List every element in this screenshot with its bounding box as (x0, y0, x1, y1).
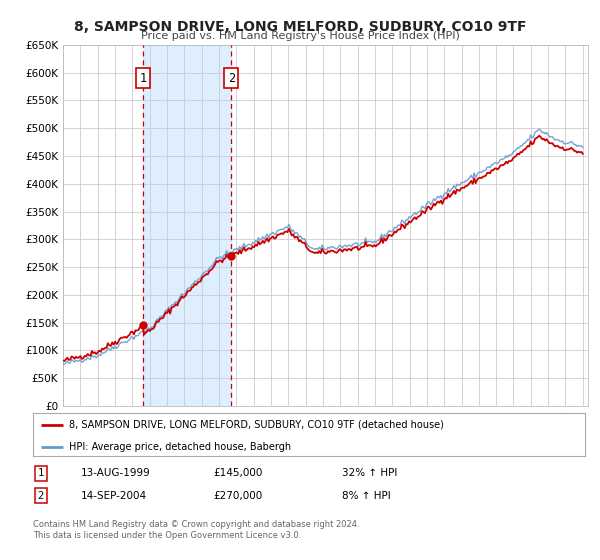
Text: 8, SAMPSON DRIVE, LONG MELFORD, SUDBURY, CO10 9TF (detached house): 8, SAMPSON DRIVE, LONG MELFORD, SUDBURY,… (69, 420, 444, 430)
Bar (143, 45, 231, 406)
Text: £270,000: £270,000 (213, 491, 262, 501)
Text: 32% ↑ HPI: 32% ↑ HPI (342, 468, 397, 478)
Text: Price paid vs. HM Land Registry's House Price Index (HPI): Price paid vs. HM Land Registry's House … (140, 31, 460, 41)
Text: Contains HM Land Registry data © Crown copyright and database right 2024.: Contains HM Land Registry data © Crown c… (33, 520, 359, 529)
Text: 2: 2 (38, 491, 44, 501)
Text: 8% ↑ HPI: 8% ↑ HPI (342, 491, 391, 501)
Text: 2: 2 (227, 72, 235, 85)
Text: 13-AUG-1999: 13-AUG-1999 (81, 468, 151, 478)
Text: 1: 1 (139, 72, 146, 85)
Text: 14-SEP-2004: 14-SEP-2004 (81, 491, 147, 501)
Text: HPI: Average price, detached house, Babergh: HPI: Average price, detached house, Babe… (69, 442, 291, 452)
Text: This data is licensed under the Open Government Licence v3.0.: This data is licensed under the Open Gov… (33, 531, 301, 540)
Text: 8, SAMPSON DRIVE, LONG MELFORD, SUDBURY, CO10 9TF: 8, SAMPSON DRIVE, LONG MELFORD, SUDBURY,… (74, 20, 526, 34)
Text: 1: 1 (38, 468, 44, 478)
Text: £145,000: £145,000 (213, 468, 262, 478)
